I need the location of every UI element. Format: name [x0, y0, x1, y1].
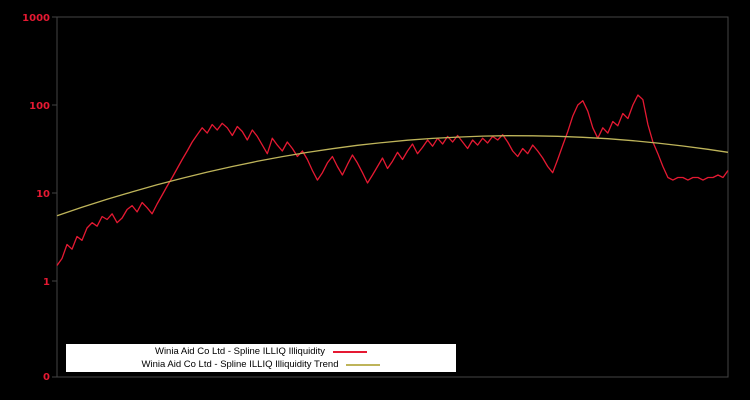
series-line	[56, 94, 729, 266]
plot-frame	[52, 16, 729, 378]
chart-legend: Winia Aid Co Ltd - Spline ILLIQ Illiquid…	[66, 344, 456, 372]
legend-line-swatch	[333, 350, 368, 353]
y-axis: 1000 100 10 1 0	[22, 13, 50, 383]
legend-item: Winia Aid Co Ltd - Spline ILLIQ Illiquid…	[66, 346, 456, 358]
series-line	[56, 135, 729, 217]
legend-label: Winia Aid Co Ltd - Spline ILLIQ Illiquid…	[141, 358, 339, 370]
y-tick-label: 0	[43, 372, 50, 383]
y-tick-label: 1000	[22, 13, 50, 24]
legend-item: Winia Aid Co Ltd - Spline ILLIQ Illiquid…	[66, 359, 456, 371]
y-tick-label: 100	[29, 101, 50, 112]
legend-label: Winia Aid Co Ltd - Spline ILLIQ Illiquid…	[154, 345, 326, 357]
legend-line-swatch	[346, 363, 381, 366]
series-lines	[56, 94, 729, 266]
y-tick-label: 1	[43, 277, 50, 288]
y-tick-label: 10	[36, 189, 50, 200]
